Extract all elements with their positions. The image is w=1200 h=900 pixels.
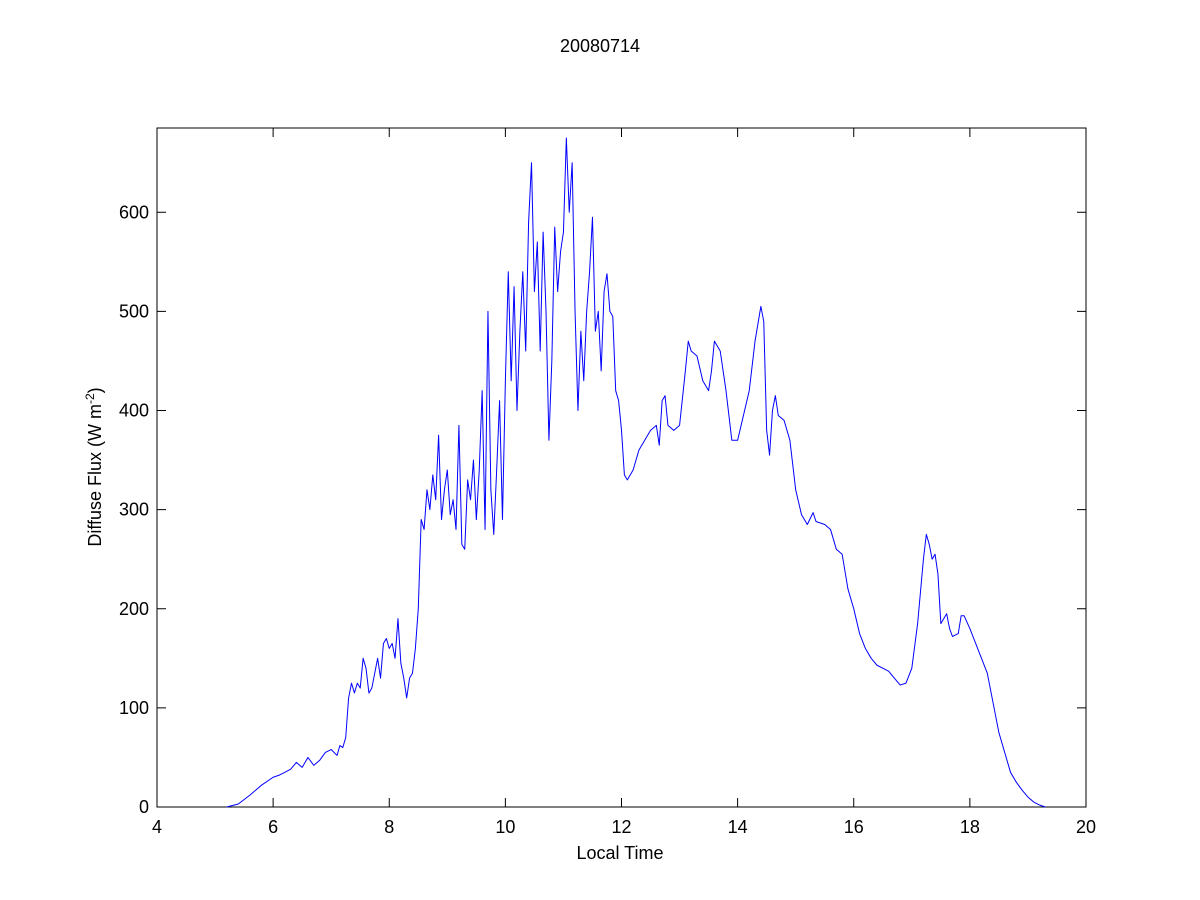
y-tick-label: 300 xyxy=(119,500,149,520)
y-tick-label: 500 xyxy=(119,301,149,321)
y-axis-label-text: ) xyxy=(85,387,105,393)
x-tick-label: 8 xyxy=(384,817,394,837)
x-tick-label: 6 xyxy=(268,817,278,837)
x-tick-label: 12 xyxy=(611,817,631,837)
x-tick-label: 10 xyxy=(495,817,515,837)
x-tick-label: 14 xyxy=(728,817,748,837)
y-tick-label: 200 xyxy=(119,599,149,619)
y-tick-label: 100 xyxy=(119,698,149,718)
x-tick-label: 20 xyxy=(1076,817,1096,837)
data-line xyxy=(226,137,1046,808)
y-tick-label: 0 xyxy=(139,797,149,817)
y-axis-label-superscript: -2 xyxy=(83,393,97,404)
x-tick-label: 4 xyxy=(152,817,162,837)
x-tick-label: 16 xyxy=(844,817,864,837)
x-tick-label: 18 xyxy=(960,817,980,837)
chart-title: 20080714 xyxy=(560,36,640,56)
y-tick-label: 400 xyxy=(119,401,149,421)
y-axis-label: Diffuse Flux (W m-2) xyxy=(83,387,105,546)
x-axis-label: Local Time xyxy=(576,843,663,863)
y-tick-label: 600 xyxy=(119,202,149,222)
y-axis-label-text: Diffuse Flux (W m xyxy=(85,404,105,547)
